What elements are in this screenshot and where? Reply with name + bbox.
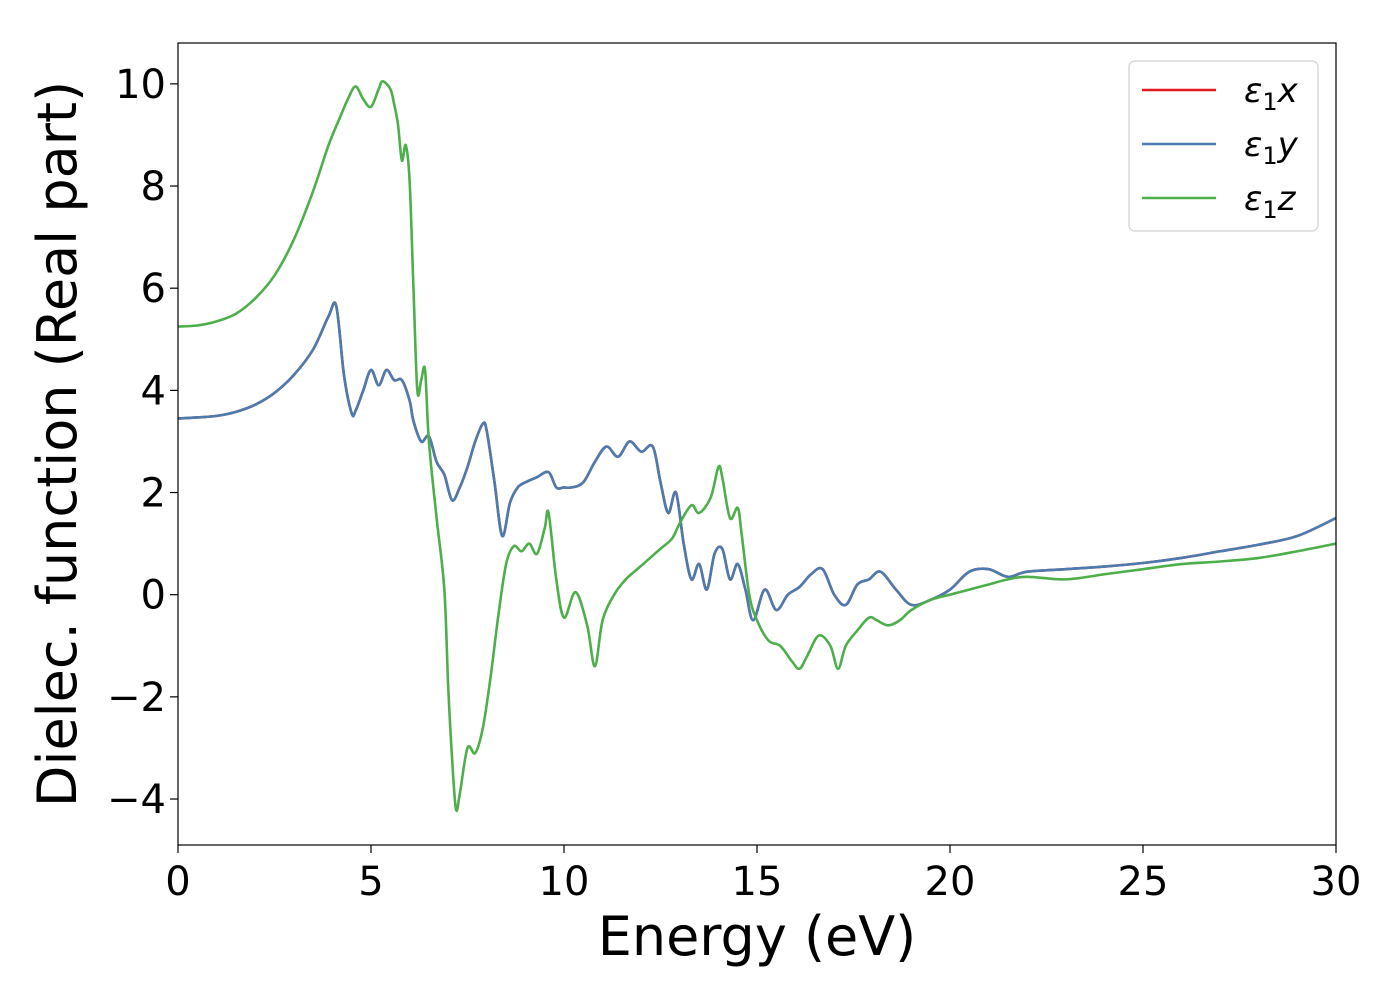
- x-tick-label: 20: [925, 859, 976, 905]
- legend: ε1x ε1y ε1z: [1128, 60, 1319, 232]
- y-tick-label: 10: [115, 62, 166, 108]
- x-tick-label: 15: [732, 859, 783, 905]
- x-tick-label: 25: [1118, 859, 1169, 905]
- x-tick-label: 0: [165, 859, 190, 905]
- series-line-e1z: [177, 80, 1337, 813]
- x-tick-label: 30: [1311, 859, 1362, 905]
- legend-label: ε1z: [1244, 179, 1297, 224]
- legend-label: ε1y: [1244, 125, 1299, 170]
- legend-box: [1128, 60, 1319, 232]
- x-tick-label: 5: [358, 859, 383, 905]
- y-tick-label: −2: [107, 675, 166, 721]
- legend-label: ε1x: [1244, 71, 1299, 116]
- x-axis-ticks: 0 5 10 15 20 25 30: [165, 845, 1361, 905]
- y-tick-label: 6: [141, 266, 166, 312]
- y-axis-label: Dielec. function (Real part): [26, 81, 89, 807]
- series-line-e1y: [177, 301, 1337, 622]
- y-tick-label: 0: [141, 573, 166, 619]
- y-tick-label: 2: [141, 471, 166, 517]
- series-lines: [177, 80, 1337, 813]
- x-axis-label: Energy (eV): [598, 905, 917, 968]
- legend-items: ε1x ε1y ε1z: [1142, 71, 1299, 224]
- y-axis-ticks: −4 −2 0 2 4 6 8 10: [107, 62, 178, 823]
- y-tick-label: 8: [141, 164, 166, 210]
- y-tick-label: −4: [107, 777, 166, 823]
- y-tick-label: 4: [141, 368, 166, 414]
- x-tick-label: 10: [539, 859, 590, 905]
